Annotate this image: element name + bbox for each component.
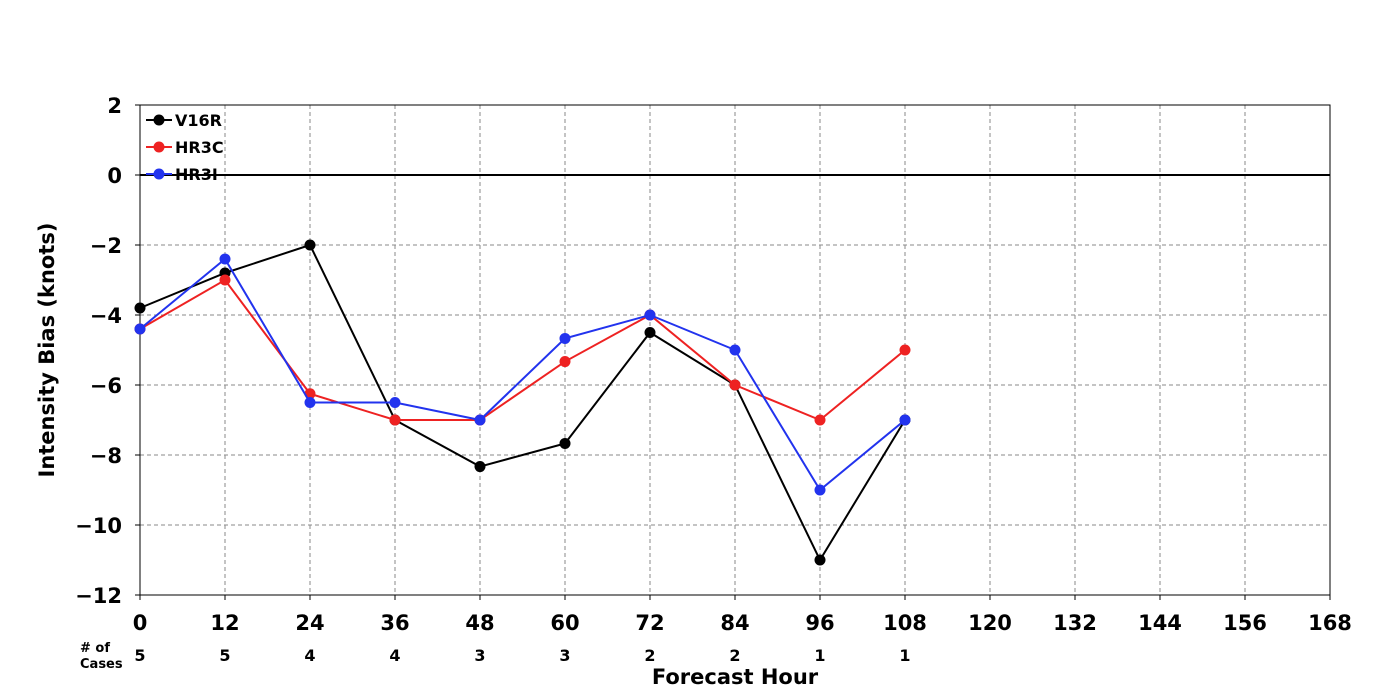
case-count: 2 [644,646,655,665]
legend-item-hr3i: HR3I [146,165,218,184]
x-tick-label: 60 [550,611,579,635]
x-tick-label: 12 [210,611,239,635]
data-point-hr3i [814,484,826,496]
x-tick-label: 24 [295,611,324,635]
data-point-hr3i [219,253,231,265]
y-axis-title: Intensity Bias (knots) [35,223,59,478]
data-point-hr3c [814,414,826,426]
data-point-hr3i [644,309,656,321]
case-count: 3 [559,646,570,665]
y-tick-label: −2 [90,234,122,258]
legend-item-v16r: V16R [146,111,222,130]
x-tick-label: 36 [380,611,409,635]
case-count: 5 [219,646,230,665]
cases-header-line2: Cases [80,657,123,672]
x-tick-label: 72 [635,611,664,635]
x-tick-label: 48 [465,611,494,635]
x-axis-ticks: 0 12 24 36 48 60 72 84 96 108 120 132 144 156 168 [133,595,1352,635]
y-tick-label: 0 [107,164,122,188]
data-point-hr3i [729,344,741,356]
legend-label-hr3c: HR3C [175,138,224,157]
data-point-v16r [559,437,571,449]
legend-label-v16r: V16R [175,111,222,130]
data-point-hr3c [899,344,911,356]
data-point-hr3i [559,332,571,344]
series-line-hr3c [139,278,906,422]
legend: V16R HR3C HR3I [146,111,224,184]
x-tick-label: 84 [720,611,749,635]
data-point-hr3c [559,356,571,368]
x-tick-label: 144 [1138,611,1182,635]
y-tick-label: −12 [75,584,122,608]
x-axis-title: Forecast Hour [652,665,819,689]
data-point-hr3i [304,397,316,408]
legend-marker-hr3c [153,141,165,153]
case-count: 4 [304,646,315,665]
x-tick-label: 132 [1053,611,1097,635]
cases-row: # of Cases 5 5 4 4 3 3 2 2 1 1 [80,641,911,672]
data-point-v16r [814,554,826,566]
case-count: 4 [389,646,400,665]
case-count: 1 [814,646,825,665]
y-tick-label: −10 [75,514,122,538]
data-point-hr3c [219,274,231,286]
y-axis-ticks: 2 0 −2 −4 −6 −8 −10 −12 [75,94,140,608]
legend-marker-hr3i [153,168,165,180]
data-point-v16r [304,239,316,251]
case-count: 1 [899,646,910,665]
case-count: 2 [729,646,740,665]
legend-label-hr3i: HR3I [175,165,218,184]
series-line-v16r [139,243,906,563]
series-line-hr3i [139,257,906,492]
data-point-hr3c [729,379,741,391]
y-tick-label: −6 [90,374,122,398]
x-tick-label: 168 [1308,611,1352,635]
cases-header-line1: # of [80,641,110,656]
data-point-hr3c [389,414,401,426]
data-point-hr3i [134,323,146,335]
data-point-hr3i [899,414,911,426]
x-tick-label: 96 [805,611,834,635]
series-hr3i [134,253,911,496]
y-tick-label: −8 [90,444,122,468]
case-count: 3 [474,646,485,665]
data-series [134,239,911,566]
data-point-v16r [644,327,656,338]
data-point-hr3i [389,397,401,408]
case-count: 5 [134,646,145,665]
x-tick-label: 108 [883,611,927,635]
x-tick-label: 0 [133,611,148,635]
x-tick-label: 156 [1223,611,1267,635]
legend-marker-v16r [153,114,165,126]
data-point-v16r [134,302,146,314]
data-point-hr3i [474,414,486,426]
data-point-v16r [474,461,486,473]
y-tick-label: 2 [107,94,122,118]
y-tick-label: −4 [90,304,122,328]
x-tick-label: 120 [968,611,1012,635]
legend-item-hr3c: HR3C [146,138,224,157]
